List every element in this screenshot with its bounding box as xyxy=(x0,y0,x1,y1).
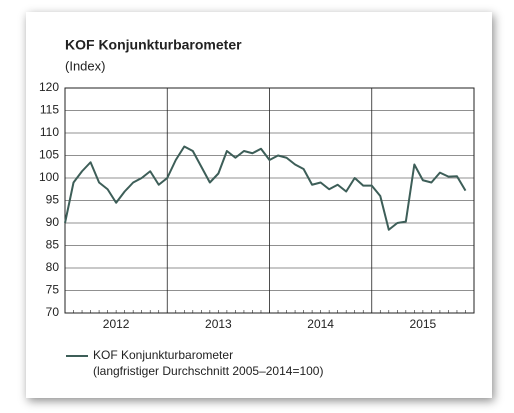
plot-frame xyxy=(64,87,475,314)
x-tick-label: 2013 xyxy=(205,317,232,331)
y-tick-label: 105 xyxy=(39,148,59,162)
y-tick-label: 95 xyxy=(46,193,60,207)
x-tick-label: 2012 xyxy=(103,317,130,331)
series-line xyxy=(64,145,467,231)
y-tick-label: 110 xyxy=(40,125,59,139)
legend-label: KOF Konjunkturbarometer xyxy=(93,348,233,362)
y-tick-label: 70 xyxy=(46,305,60,319)
y-tick-label: 90 xyxy=(46,215,60,229)
y-tick-label: 115 xyxy=(40,103,59,117)
card xyxy=(26,12,492,398)
x-tick-label: 2015 xyxy=(410,317,437,331)
y-tick-label: 100 xyxy=(39,170,59,184)
y-tick-label: 120 xyxy=(39,80,59,94)
legend-note: (langfristiger Durchschnitt 2005–2014=10… xyxy=(93,364,323,378)
chart-title: KOF Konjunkturbarometer xyxy=(65,37,242,53)
x-tick-label: 2014 xyxy=(307,317,334,331)
y-tick-label: 75 xyxy=(46,283,60,297)
y-tick-label: 80 xyxy=(46,260,60,274)
chart-subtitle: (Index) xyxy=(65,58,105,73)
y-tick-label: 85 xyxy=(46,238,60,252)
